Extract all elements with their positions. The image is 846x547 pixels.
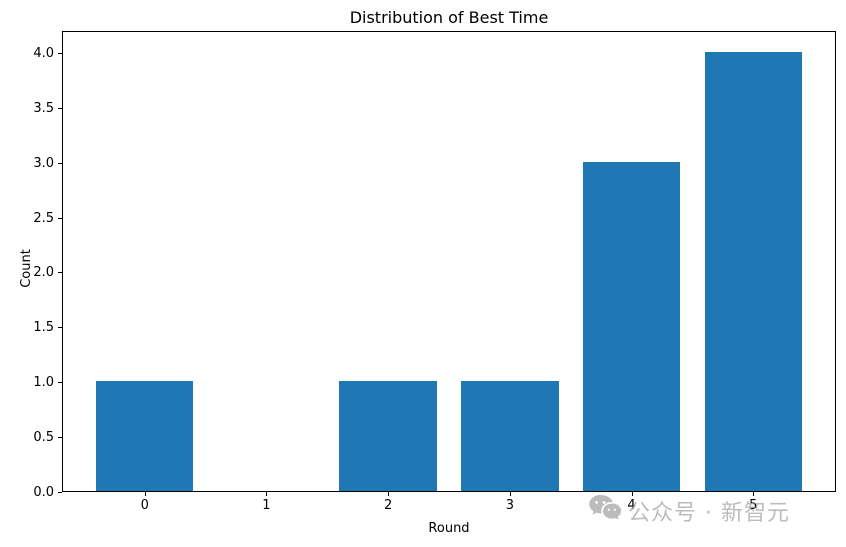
x-tick-label: 5 (749, 498, 758, 513)
y-tick-mark (58, 162, 62, 164)
y-tick-mark (58, 52, 62, 54)
y-tick-label: 3.5 (33, 100, 54, 116)
y-tick-label: 3.0 (33, 155, 54, 171)
y-tick-mark (58, 272, 62, 274)
bar-round-4 (582, 161, 681, 491)
y-tick-mark (58, 382, 62, 384)
chart-title: Distribution of Best Time (349, 8, 549, 27)
y-tick-label: 2.0 (33, 265, 54, 281)
x-tick-mark (509, 492, 511, 496)
x-tick-mark (266, 492, 268, 496)
plot-area (62, 31, 836, 492)
y-tick-label: 1.5 (33, 320, 54, 336)
bar-round-5 (704, 51, 802, 491)
x-tick-label: 0 (140, 498, 149, 513)
bar-round-2 (339, 381, 437, 491)
y-tick-label: 0.5 (33, 430, 54, 446)
y-axis-label: Count (18, 249, 34, 288)
x-tick-mark (388, 492, 390, 496)
y-tick-label: 2.5 (33, 210, 54, 226)
x-tick-label: 3 (505, 498, 514, 513)
y-tick-label: 0.0 (33, 485, 54, 500)
y-tick-mark (58, 327, 62, 329)
bar-round-3 (461, 381, 559, 491)
wechat-bubbles-icon (588, 494, 622, 528)
watermark: 公众号 · 新智元 (588, 494, 790, 528)
y-tick-mark (58, 107, 62, 109)
y-tick-label: 4.0 (33, 45, 54, 61)
x-tick-label: 1 (262, 498, 271, 513)
x-axis-label: Round (428, 521, 470, 536)
x-tick-label: 2 (384, 498, 393, 513)
y-tick-mark (58, 492, 62, 493)
y-tick-label: 1.0 (33, 375, 54, 391)
watermark-text: 公众号 · 新智元 (628, 501, 790, 526)
bar-round-0 (96, 381, 194, 491)
y-tick-mark (58, 437, 62, 439)
x-tick-mark (753, 492, 755, 496)
x-tick-mark (631, 492, 633, 496)
y-tick-mark (58, 217, 62, 219)
x-tick-label: 4 (627, 498, 636, 513)
x-tick-mark (144, 492, 146, 496)
